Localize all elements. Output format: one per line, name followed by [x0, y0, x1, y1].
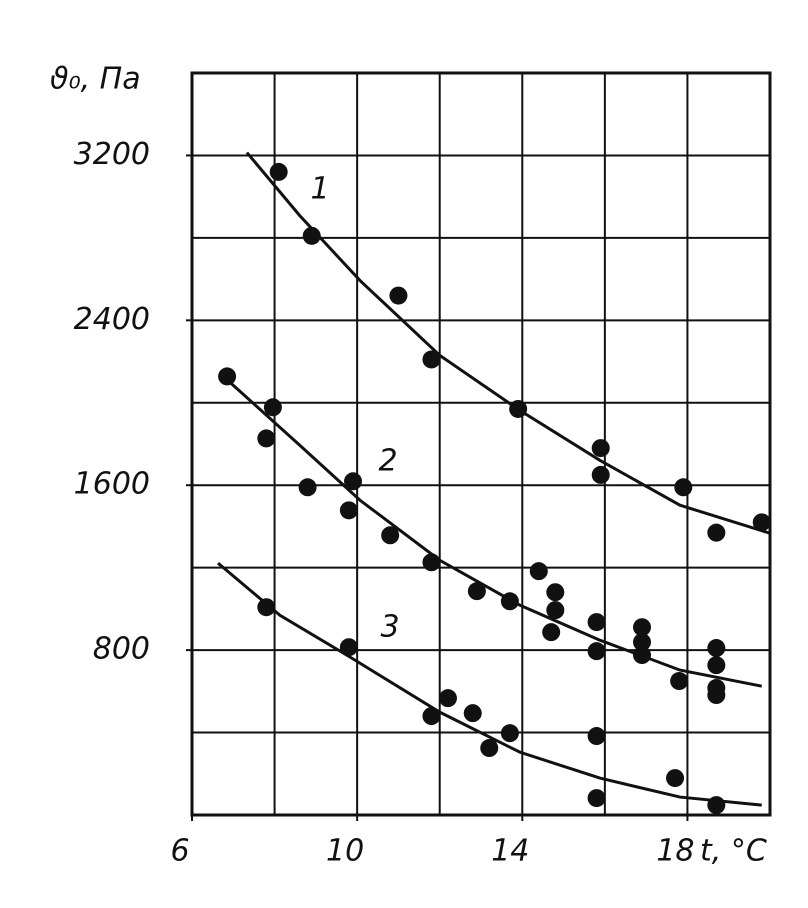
- data-point: [666, 769, 685, 788]
- data-point: [707, 686, 726, 705]
- data-point: [257, 429, 276, 448]
- data-point: [707, 796, 726, 815]
- y-tick-label: 3200: [74, 137, 150, 172]
- data-point: [587, 727, 606, 746]
- data-point: [422, 350, 441, 369]
- data-point: [218, 367, 237, 386]
- data-point: [707, 656, 726, 675]
- data-point: [269, 162, 288, 181]
- x-tick-label: 14: [491, 834, 529, 869]
- data-point: [339, 501, 358, 520]
- data-point: [263, 398, 282, 417]
- data-point: [438, 689, 457, 708]
- data-point: [339, 638, 358, 657]
- y-tick-label: 1600: [74, 467, 150, 502]
- data-point: [707, 639, 726, 658]
- data-point: [500, 592, 519, 611]
- data-point: [587, 613, 606, 632]
- data-point: [381, 526, 400, 545]
- data-point: [591, 439, 610, 458]
- curve-label: 2: [378, 444, 397, 479]
- data-point: [546, 601, 565, 620]
- data-point: [633, 633, 652, 652]
- data-point: [480, 739, 499, 758]
- x-tick-label: 10: [326, 834, 364, 869]
- data-point: [542, 623, 561, 642]
- curve-label: 3: [380, 610, 399, 645]
- curve-label: 1: [310, 172, 329, 207]
- plot-frame: [190, 71, 772, 817]
- data-point: [674, 478, 693, 497]
- x-tick-label: 6: [170, 834, 189, 869]
- data-point: [257, 598, 276, 617]
- data-point: [509, 399, 528, 418]
- data-point: [633, 618, 652, 637]
- x-axis-title: t, °C: [700, 834, 767, 869]
- data-point: [633, 646, 652, 665]
- data-point: [707, 523, 726, 542]
- data-point: [500, 724, 519, 743]
- fit-curve: [245, 151, 771, 535]
- y-tick-label: 800: [93, 632, 150, 667]
- y-tick-label: 2400: [74, 302, 150, 337]
- data-point: [467, 582, 486, 601]
- data-point: [422, 553, 441, 572]
- data-point: [587, 789, 606, 808]
- data-point: [591, 465, 610, 484]
- y-axis-title: ϑ₀, Па: [50, 62, 141, 97]
- data-point: [752, 513, 771, 532]
- data-point: [529, 562, 548, 581]
- data-point: [670, 672, 689, 691]
- data-point: [389, 286, 408, 305]
- data-point: [344, 472, 363, 491]
- data-point: [302, 226, 321, 245]
- data-point: [422, 707, 441, 726]
- fit-curve: [228, 381, 763, 688]
- data-point: [463, 704, 482, 723]
- fit-curve: [217, 561, 762, 807]
- data-point: [546, 583, 565, 602]
- x-tick-label: 18: [656, 834, 694, 869]
- data-point: [298, 478, 317, 497]
- data-point: [587, 642, 606, 661]
